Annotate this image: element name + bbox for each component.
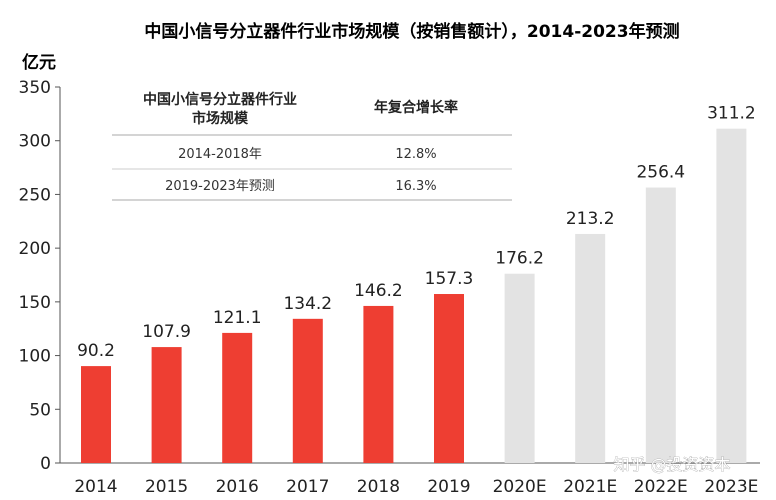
x-tick-label-2016: 2016 [216,477,259,497]
y-tick-label: 200 [19,239,51,259]
y-tick-label: 250 [19,185,51,205]
y-tick-label: 100 [19,347,51,367]
table-row2-period: 2019-2023年预测 [165,179,275,194]
data-label-2020E: 176.2 [495,249,544,269]
x-tick-label-2020E: 2020E [493,477,547,497]
bar-2023E [716,128,747,463]
bar-2016 [222,332,253,463]
data-label-2022E: 256.4 [636,163,685,183]
data-label-2017: 134.2 [283,294,332,314]
y-tick-label: 300 [19,132,51,152]
data-label-2023E: 311.2 [707,104,756,124]
table-row1-cagr: 12.8% [395,147,436,162]
bar-2014 [81,366,111,463]
bar-2015 [151,347,182,463]
bar-2018 [363,305,394,463]
table-header-left-line1: 中国小信号分立器件行业 [143,91,297,108]
x-tick-label-2015: 2015 [145,477,188,497]
x-tick-label-2018: 2018 [357,477,400,497]
y-tick-label: 0 [40,454,51,474]
data-label-2021E: 213.2 [566,209,615,229]
bars [81,128,747,463]
bar-2021E [575,233,606,463]
x-tick-label-2023E: 2023E [704,477,758,497]
x-tick-label-2017: 2017 [286,477,329,497]
bar-2019 [434,294,464,463]
y-tick-label: 150 [19,293,51,313]
y-tick-label: 50 [29,400,51,420]
table-header-left-line2: 市场规模 [192,110,249,127]
bar-2022E [645,187,676,463]
x-axis: 2014 2015 2016 2017 2018 2019 2020E 2021E 2022E 2… [60,462,760,497]
table-header-right: 年复合增长率 [374,99,458,116]
x-tick-label-2014: 2014 [74,477,117,497]
chart-title: 中国小信号分立器件行业市场规模（按销售额计），2014-2023年预测 [144,21,679,42]
watermark: 知乎 @投资资本 [613,455,730,474]
y-axis: 0 50 100 150 200 250 300 350 [19,78,61,474]
data-label-2018: 146.2 [354,281,403,301]
data-label-2015: 107.9 [142,322,191,342]
bar-2020E [504,273,535,463]
table-row2-cagr: 16.3% [395,179,436,194]
data-label-2019: 157.3 [425,269,474,289]
x-tick-label-2019: 2019 [427,477,470,497]
data-label-2016: 121.1 [213,308,262,328]
y-axis-unit: 亿元 [22,52,56,73]
data-label-2014: 90.2 [77,341,115,361]
table-row1-period: 2014-2018年 [178,147,262,162]
bar-2017 [292,318,323,463]
y-tick-label: 350 [19,78,51,98]
x-tick-label-2022E: 2022E [634,477,688,497]
data-labels: 90.2 107.9 121.1 134.2 146.2 157.3 176.2 213.2 2… [77,104,756,361]
inset-table: 中国小信号分立器件行业 市场规模 年复合增长率 2014-2018年 12.8%… [112,91,512,201]
x-tick-label-2021E: 2021E [563,477,617,497]
